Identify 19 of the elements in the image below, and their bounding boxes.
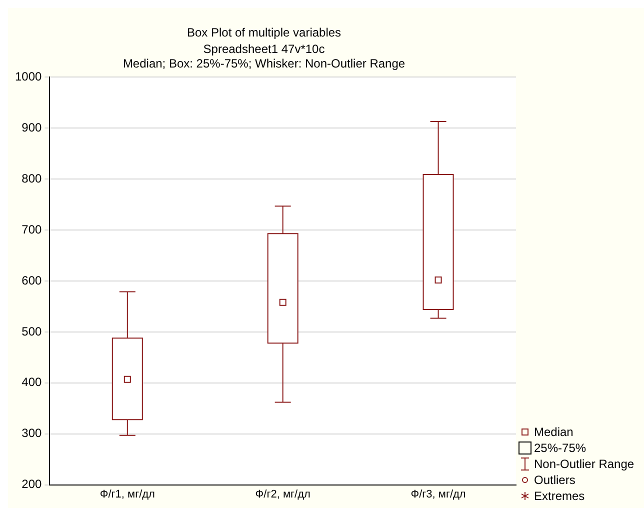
chart-subtitle: Spreadsheet1 47v*10c Median; Box: 25%-75%; Whisker: Non-Outlier Range: [122, 42, 406, 70]
text: Extremes: [534, 489, 585, 503]
y-tick-label: 400: [22, 375, 42, 390]
text: Non-Outlier Range: [534, 457, 634, 471]
y-tick-label: 500: [22, 324, 42, 338]
text: 25%-75%: [534, 441, 586, 455]
y-tick-label: 600: [22, 273, 42, 288]
y-tick-label: 1000: [14, 70, 42, 84]
text: Outliers: [534, 473, 576, 487]
chart-title: Box Plot of multiple variables: [186, 26, 342, 40]
y-tick-label: 300: [22, 426, 42, 440]
x-tick-label: Ф/г1, мг/дл: [100, 488, 155, 500]
y-tick-label: 900: [22, 120, 42, 134]
text: Median: [534, 425, 574, 439]
y-tick-label: 800: [22, 171, 42, 186]
y-tick-label: 700: [22, 222, 42, 236]
y-tick-label: 200: [22, 477, 42, 492]
x-tick-label: Ф/г2, мг/дл: [255, 488, 310, 500]
x-tick-label: Ф/г3, мг/дл: [410, 488, 466, 500]
